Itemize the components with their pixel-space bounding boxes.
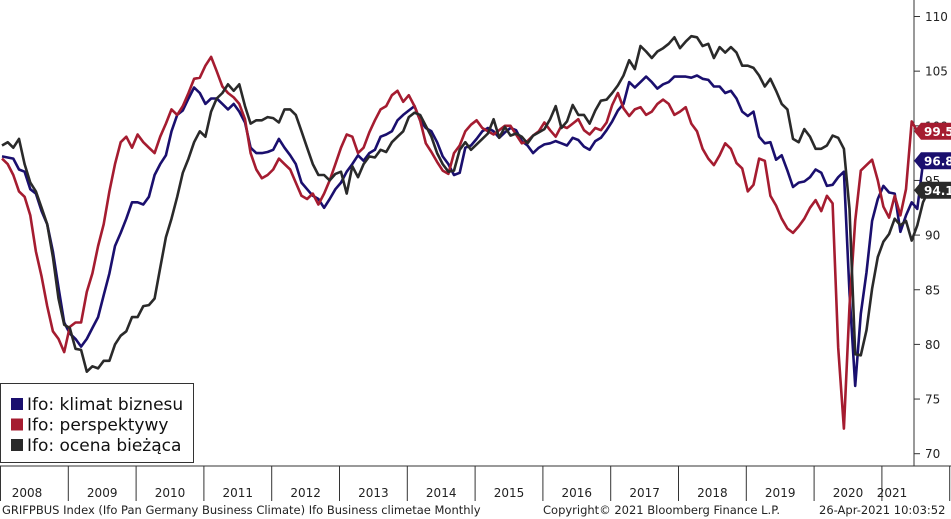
series-line [1,55,919,430]
y-tick-label: 90 [925,229,940,243]
y-tick-label: 80 [925,338,940,352]
end-value-tag [914,152,951,170]
x-year-label: 2013 [358,486,389,500]
series-line [1,74,930,388]
x-year-label: 2012 [290,486,321,500]
x-year-label: 2019 [765,486,796,500]
x-year-label: 2016 [562,486,593,500]
x-year-label: 2011 [223,486,254,500]
legend-box [0,383,194,463]
legend-label: Ifo: ocena bieżąca [27,436,181,456]
x-year-label: 2017 [629,486,660,500]
footer-timestamp: 26-Apr-2021 10:03:52 [819,503,946,517]
end-labels: 96.8 99.5 94.1 [914,122,951,199]
y-tick-label: 110 [925,10,948,24]
x-year-label: 2010 [155,486,186,500]
legend-swatch [11,439,23,451]
footer-copyright: Copyright© 2021 Bloomberg Finance L.P. [543,503,780,517]
y-axis: 707580859095100105110 [914,10,948,461]
x-year-label: 2009 [87,486,118,500]
legend-label: Ifo: klimat biznesu [27,395,183,415]
x-year-label: 2014 [426,486,457,500]
y-tick-label: 70 [925,447,940,461]
y-tick-label: 85 [925,283,940,297]
series-line [1,34,930,374]
legend-swatch [11,398,23,410]
x-year-label: 2015 [494,486,525,500]
x-axis: 2008 2009 2010 2011 2012 2013 2014 2015 2016 2017… [0,466,951,501]
end-value-label: 99.5 [924,125,951,139]
y-tick-label: 75 [925,393,940,407]
end-value-label: 96.8 [924,154,951,168]
end-value-label: 94.1 [924,184,951,198]
x-year-label: 2021 [877,486,908,500]
y-tick-label: 105 [925,65,948,79]
x-year-label: 2018 [697,486,728,500]
legend-swatch [11,418,23,431]
legend-label: Ifo: perspektywy [27,416,168,436]
end-value-tag [914,181,951,199]
end-value-tag [914,122,951,140]
footer-source: GRIFPBUS Index (Ifo Pan Germany Business… [2,503,481,517]
x-year-label: 2008 [12,486,43,500]
x-year-label: 2020 [833,486,864,500]
series-lines [1,34,930,430]
